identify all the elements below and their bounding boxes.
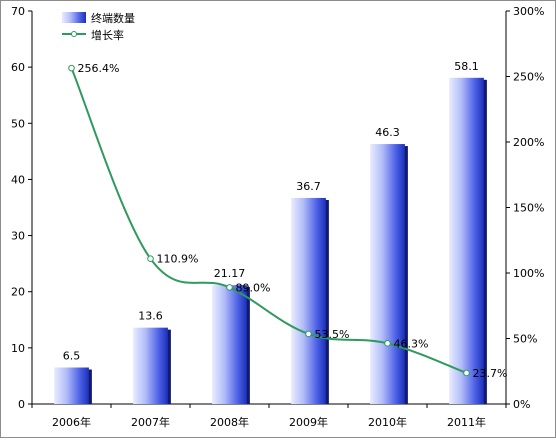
left-tick-label: 10: [11, 342, 25, 355]
bar-series: [54, 77, 487, 404]
bar: [133, 327, 168, 404]
right-axis-ticks: 0% 50% 100% 150% 200% 250% 300%: [506, 5, 544, 411]
x-tick-label: 2010年: [368, 415, 407, 429]
bar-value-label: 46.3: [375, 126, 400, 139]
right-tick-label: 150%: [513, 202, 544, 215]
left-tick-label: 60: [11, 61, 25, 74]
x-axis-ticks: 2006年 2007年 2008年 2009年 2010年 2011年: [31, 404, 507, 429]
legend-bar-label: 终端数量: [91, 11, 135, 25]
left-tick-label: 20: [11, 286, 25, 299]
line-point: [463, 369, 470, 377]
bar-value-label: 36.7: [296, 180, 321, 193]
bar-value-label: 6.5: [63, 350, 81, 363]
right-tick-label: 50%: [513, 333, 537, 346]
legend-bar-swatch: [62, 12, 86, 23]
x-tick-label: 2011年: [447, 415, 486, 429]
bar-value-label: 58.1: [454, 60, 479, 73]
x-tick-label: 2007年: [131, 415, 170, 429]
right-tick-label: 300%: [513, 5, 544, 18]
left-tick-label: 70: [11, 5, 25, 18]
line-point: [305, 330, 312, 338]
right-tick-label: 100%: [513, 267, 544, 280]
data-labels: 6.5 13.6 21.17 36.7 46.3 58.1 256.4% 110.9% 89.0…: [63, 60, 508, 380]
bar-value-label: 13.6: [138, 310, 163, 323]
x-tick-label: 2008年: [210, 415, 249, 429]
line-point: [147, 255, 154, 263]
line-point: [226, 284, 233, 291]
left-tick-label: 40: [11, 173, 25, 186]
bar: [54, 367, 89, 404]
legend-line-label: 增长率: [91, 28, 124, 42]
bar: [291, 197, 326, 404]
line-point: [384, 340, 391, 347]
x-tick-label: 2009年: [289, 415, 328, 429]
right-tick-label: 250%: [513, 71, 544, 84]
line-value-label: 46.3%: [394, 337, 429, 350]
line-value-label: 23.7%: [473, 367, 508, 380]
bar-value-label: 21.17: [214, 267, 246, 280]
line-value-label: 89.0%: [236, 281, 271, 294]
left-tick-label: 30: [11, 230, 25, 243]
line-series: [68, 64, 470, 377]
legend-line-marker: [71, 31, 77, 37]
x-tick-label: 2006年: [52, 415, 91, 429]
left-axis-ticks: 0 10 20 30 40 50 60 70: [11, 5, 32, 411]
bar: [212, 285, 247, 404]
bar: [449, 77, 484, 404]
left-tick-label: 50: [11, 117, 25, 130]
right-tick-label: 200%: [513, 136, 544, 149]
line-value-label: 53.5%: [315, 328, 350, 341]
right-tick-label: 0%: [513, 398, 530, 411]
line-point: [68, 64, 75, 72]
line-value-label: 110.9%: [157, 253, 199, 266]
left-tick-label: 0: [18, 398, 25, 411]
line-value-label: 256.4%: [78, 62, 120, 75]
bar: [370, 144, 405, 404]
legend: 终端数量 增长率: [62, 11, 135, 42]
